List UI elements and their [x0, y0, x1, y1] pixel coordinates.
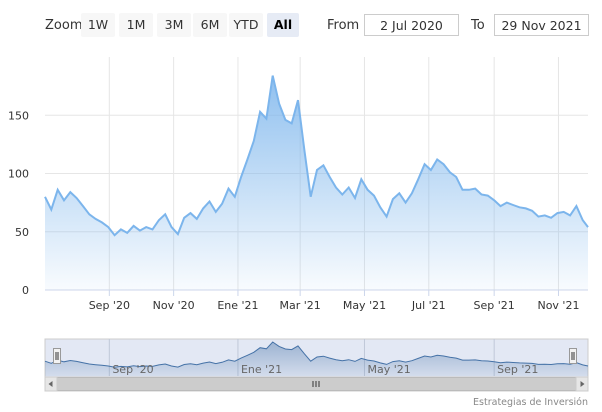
- zoom-all-button[interactable]: All: [267, 13, 299, 37]
- navigator-left-handle[interactable]: [53, 348, 61, 364]
- x-tick-label: May '21: [343, 299, 386, 312]
- zoom-3m-button[interactable]: 3M: [157, 13, 191, 37]
- y-tick-label: 150: [8, 109, 29, 122]
- x-tick-label: Nov '21: [537, 299, 579, 312]
- navigator-tick-label: Ene '21: [241, 363, 282, 376]
- price-area: [45, 75, 588, 290]
- x-axis-labels: Sep '20 Nov '20 Ene '21 Mar '21 May '21 Jul '…: [89, 290, 579, 312]
- arrow-right-icon: [580, 381, 585, 387]
- navigator-line: [44, 341, 589, 368]
- x-tick-label: Mar '21: [280, 299, 321, 312]
- zoom-label: Zoom: [45, 18, 83, 33]
- x-tick-label: Nov '20: [153, 299, 195, 312]
- y-tick-label: 0: [22, 284, 29, 297]
- navigator-tick-label: Sep '21: [497, 363, 538, 376]
- to-label: To: [471, 18, 485, 33]
- y-axis-labels: 0 50 100 150: [8, 109, 29, 297]
- x-tick-label: Sep '21: [474, 299, 515, 312]
- scroll-left-button[interactable]: [44, 376, 58, 392]
- navigator-right-handle[interactable]: [569, 348, 577, 364]
- navigator-labels: Sep '20 Ene '21 May '21 Sep '21: [112, 363, 538, 376]
- zoom-1m-button[interactable]: 1M: [119, 13, 153, 37]
- x-tick-label: Jul '21: [411, 299, 446, 312]
- zoom-6m-button[interactable]: 6M: [193, 13, 227, 37]
- price-line: [44, 75, 589, 237]
- scroll-right-button[interactable]: [575, 376, 589, 392]
- y-tick-label: 100: [8, 168, 29, 181]
- navigator-tick-label: Sep '20: [112, 363, 153, 376]
- navigator-area: [45, 342, 588, 376]
- x-tick-label: Sep '20: [89, 299, 130, 312]
- from-label: From: [327, 18, 360, 33]
- arrow-left-icon: [48, 381, 53, 387]
- to-date-input[interactable]: 29 Nov 2021: [494, 14, 589, 36]
- zoom-1w-button[interactable]: 1W: [81, 13, 115, 37]
- chart-credit[interactable]: Estrategias de Inversión: [473, 397, 588, 408]
- y-tick-label: 50: [15, 226, 29, 239]
- from-date-input[interactable]: 2 Jul 2020: [364, 14, 459, 36]
- navigator-scrollbar[interactable]: [44, 376, 589, 392]
- navigator-tick-label: May '21: [367, 363, 410, 376]
- x-tick-label: Ene '21: [217, 299, 258, 312]
- zoom-ytd-button[interactable]: YTD: [229, 13, 263, 37]
